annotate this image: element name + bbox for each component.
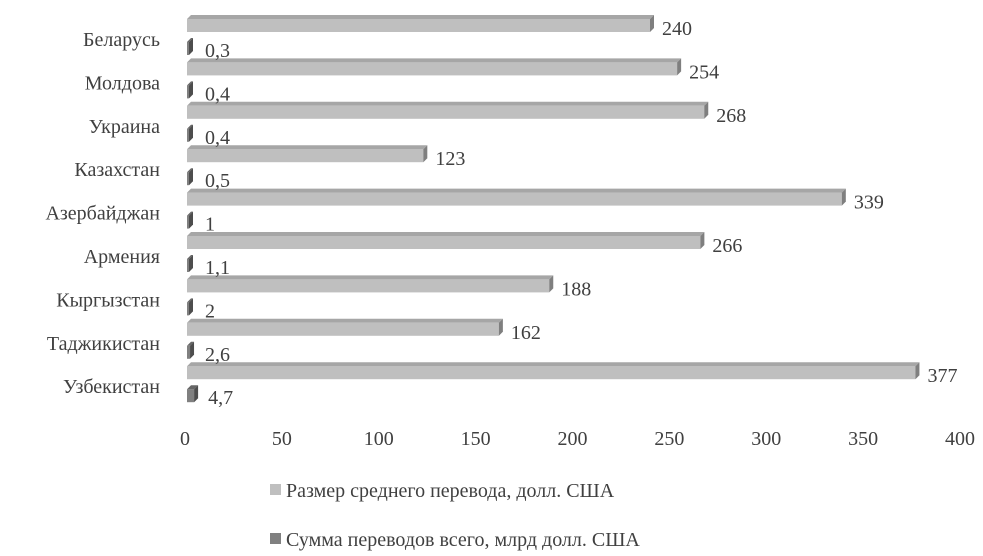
data-label-total-transfers: 0,3 [205,40,230,62]
bar-average-transfer [187,15,654,32]
data-label-average-transfer: 240 [662,18,692,40]
x-axis: 0 50 100 150 200 250 300 350 400 [180,428,975,450]
bar-total-transfers [187,124,193,142]
x-tick-label: 150 [461,428,491,450]
x-tick-label: 50 [272,428,292,450]
category-label: Украина [89,116,160,138]
bars-layer [187,15,920,403]
data-label-average-transfer: 188 [561,278,591,300]
data-label-total-transfers: 1,1 [205,257,230,279]
bar-total-transfers [187,341,195,359]
data-label-average-transfer: 339 [854,192,884,214]
legend: Размер среднего перевода, долл. США Сумма… [270,480,640,551]
data-label-total-transfers: 0,4 [205,83,230,105]
x-tick-label: 350 [848,428,878,450]
category-label: Кыргызстан [56,289,160,311]
bar-total-transfers [187,168,193,186]
data-label-total-transfers: 1 [205,214,215,236]
data-label-total-transfers: 2,6 [205,344,230,366]
data-label-total-transfers: 2 [205,300,215,322]
bar-total-transfers [187,211,193,229]
x-tick-label: 0 [180,428,190,450]
bar-average-transfer [187,275,554,293]
bar-average-transfer [187,101,709,119]
data-label-average-transfer: 254 [689,61,719,83]
bar-average-transfer [187,188,846,206]
legend-label-total-transfers: Сумма переводов всего, млрд долл. США [286,529,640,551]
x-tick-label: 200 [558,428,588,450]
bar-average-transfer [187,58,682,76]
x-tick-label: 100 [364,428,394,450]
bar-average-transfer [187,318,503,336]
legend-swatch-average-transfer [270,484,281,495]
data-label-average-transfer: 162 [511,322,541,344]
data-label-average-transfer: 123 [435,148,465,170]
category-label: Таджикистан [47,333,160,355]
bar-total-transfers [187,81,193,99]
labels-layer: Беларусь 240 0,3 Молдова 254 0,4 Украина 268 0,4… [45,18,957,409]
category-label: Узбекистан [63,376,160,398]
category-label: Казахстан [74,159,160,181]
category-label: Беларусь [83,29,160,51]
data-label-total-transfers: 0,5 [205,170,230,192]
bar-total-transfers [187,255,193,272]
bar-average-transfer [187,362,920,380]
category-label: Молдова [85,72,160,94]
legend-label-average-transfer: Размер среднего перевода, долл. США [286,480,615,502]
data-label-total-transfers: 0,4 [205,127,230,149]
data-label-total-transfers: 4,7 [208,387,233,409]
data-label-average-transfer: 266 [712,235,742,257]
data-label-average-transfer: 268 [716,105,746,127]
data-label-average-transfer: 377 [927,365,957,387]
legend-swatch-total-transfers [270,533,281,544]
bar-total-transfers [187,298,193,316]
x-tick-label: 300 [751,428,781,450]
category-label: Азербайджан [45,203,160,225]
category-label: Армения [84,246,160,268]
bar-total-transfers [187,38,193,55]
bar-average-transfer [187,145,428,163]
x-tick-label: 250 [654,428,684,450]
bar-average-transfer [187,232,705,249]
x-tick-label: 400 [945,428,975,450]
bar-total-transfers [187,385,199,403]
